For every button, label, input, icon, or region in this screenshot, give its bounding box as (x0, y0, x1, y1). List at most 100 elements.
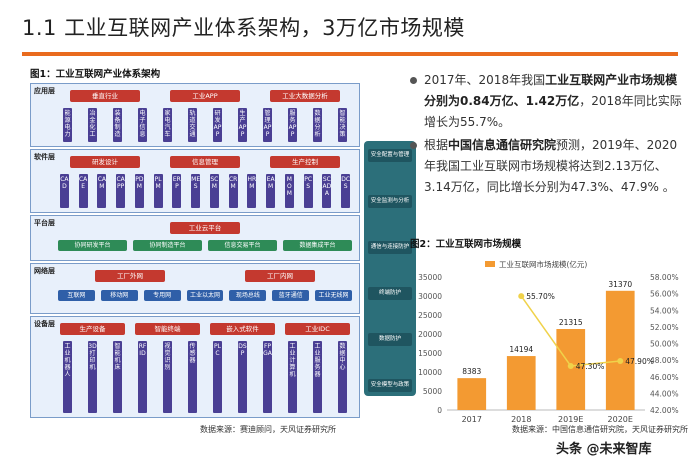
layer-item: 专用网 (143, 290, 181, 301)
group-label: 工业大数据分析 (270, 90, 340, 102)
y-tick-label: 25000 (418, 311, 442, 320)
layer-item: 工业服务器 (313, 341, 322, 413)
layer-item: 传感器 (188, 341, 197, 413)
security-item: 数据防护 (368, 333, 412, 346)
bar (457, 378, 487, 410)
y-tick-label: 35000 (418, 273, 442, 282)
y-tick-label: 30000 (418, 292, 442, 301)
y2-tick-label: 54.00% (650, 306, 679, 315)
layer-name: 平台层 (34, 219, 55, 227)
layer-name: 软件层 (34, 153, 55, 161)
y2-tick-label: 56.00% (650, 290, 679, 299)
group-label: 生产设备 (60, 323, 125, 335)
growth-point (567, 362, 574, 369)
layer-item: 生产APP (238, 108, 247, 142)
layer-item: 工业以太网 (186, 290, 224, 301)
y-tick-label: 5000 (423, 387, 442, 396)
bar-value-label: 8383 (462, 367, 481, 376)
group-label: 信息管理 (170, 156, 240, 168)
y2-tick-label: 52.00% (650, 323, 679, 332)
layer-item: 智能决策 (338, 108, 347, 142)
layer-item: 装备制造 (113, 108, 122, 142)
growth-label: 47.30% (576, 362, 605, 371)
group-label: 工业云平台 (170, 222, 240, 234)
layer-item: CAD (59, 174, 69, 208)
layer-item: RFID (138, 341, 147, 413)
layer-item: 现场总线 (229, 290, 267, 301)
layer-0: 应用层 垂直行业 工业APP 工业大数据分析 能源电力 冶金化工 装备制造 电子信息 家电汽车 轨… (30, 83, 360, 147)
layer-item: PLC (213, 341, 222, 413)
layer-item: 数据集成平台 (283, 240, 352, 251)
group-label: 工厂内网 (245, 270, 315, 282)
security-item: 安全配置与管理 (368, 149, 412, 162)
bullet-list: 2017年、2018年我国工业互联网产业市场规模分别为0.84万亿、1.42万亿… (410, 70, 685, 200)
layer-item: SCM (209, 174, 219, 208)
layer-item: MES (191, 174, 201, 208)
bullet-1: 2017年、2018年我国工业互联网产业市场规模分别为0.84万亿、1.42万亿… (410, 70, 685, 133)
legend-swatch (485, 261, 495, 267)
layer-item: 家电汽车 (163, 108, 172, 142)
watermark: 头条 @未来智库 (556, 442, 652, 457)
growth-label: 55.70% (526, 292, 555, 301)
legend-label: 工业互联网市场规模(亿元) (499, 259, 587, 269)
bar (556, 329, 586, 410)
layer-name: 应用层 (34, 87, 55, 95)
layer-item: 数据分析 (313, 108, 322, 142)
layer-item: EAM (266, 174, 276, 208)
layer-3: 网络层 工厂外网 工厂内网 互联网 移动网 专用网 工业以太网 现场总线 蓝牙通信 工业无线网 (30, 263, 360, 314)
layer-item: 蓝牙通信 (272, 290, 310, 301)
layer-2: 平台层 工业云平台协同研发平台 协同制造平台 信息交易平台 数据集成平台 (30, 215, 360, 261)
layer-item: 信息交易平台 (208, 240, 277, 251)
title-underline (22, 52, 678, 56)
y2-tick-label: 44.00% (650, 389, 679, 398)
layer-item: 冶金化工 (88, 108, 97, 142)
security-title: 安全体系 (377, 438, 403, 446)
market-size-chart: 0 5000 10000 15000 20000 25000 30000 35000 42.00… (418, 259, 679, 424)
layer-item: 数据中心 (338, 341, 347, 413)
group-label: 嵌入式软件 (210, 323, 275, 335)
y2-tick-label: 50.00% (650, 340, 679, 349)
group-label: 研发设计 (70, 156, 140, 168)
layer-item: PCS (303, 174, 313, 208)
layer-item: 互联网 (58, 290, 95, 301)
y-tick-label: 10000 (418, 368, 442, 377)
y-tick-label: 20000 (418, 330, 442, 339)
fig2-label: 图2：工业互联网市场规模 (410, 239, 522, 250)
layer-item: 协同研发平台 (58, 240, 127, 251)
layer-item: DSP (238, 341, 247, 413)
growth-label: 47.90% (625, 357, 654, 366)
layer-item: CRM (228, 174, 238, 208)
security-item: 安全模型与政策 (368, 379, 412, 392)
layer-item: CAE (78, 174, 88, 208)
growth-point (518, 293, 525, 300)
group-label: 生产控制 (270, 156, 340, 168)
security-item: 通信与连接防护 (368, 241, 412, 254)
layer-item: SCADA (322, 174, 332, 208)
layer-name: 网络层 (34, 267, 55, 275)
x-tick-label: 2017 (462, 415, 482, 424)
fig2-source: 数据来源：中国信息通信研究院，天风证券研究所 (512, 425, 688, 434)
y2-tick-label: 46.00% (650, 373, 679, 382)
layer-item: CAM (97, 174, 107, 208)
y2-tick-label: 58.00% (650, 273, 679, 282)
fig1-label: 图1：工业互联网产业体系架构 (30, 69, 161, 80)
layer-item: 能源电力 (63, 108, 72, 142)
security-item: 终端防护 (368, 287, 412, 300)
layer-item: 协同制造平台 (133, 240, 202, 251)
bar (605, 290, 635, 410)
layer-item: 智能机床 (113, 341, 122, 413)
layer-item: 轨道交通 (188, 108, 197, 142)
x-tick-label: 2019E (558, 415, 583, 424)
layer-1: 软件层 研发设计 信息管理 生产控制 CAD CAE CAM CAPP PDM PLM ERP MES… (30, 149, 360, 213)
layer-4: 设备层 生产设备 智能终端 嵌入式软件 工业IDC 工业机器人 3D打印机 智能机床 RFID 视… (30, 316, 360, 418)
layer-item: 3D打印机 (88, 341, 97, 413)
layer-item: 工业无线网 (315, 290, 352, 301)
layer-name: 设备层 (34, 320, 55, 328)
layer-item: 电子信息 (138, 108, 147, 142)
bar-value-label: 21315 (559, 318, 583, 327)
layer-item: CAPP (116, 174, 126, 208)
slide-title: 1.1 工业互联网产业体系架构，3万亿市场规模 (22, 16, 465, 40)
layer-item: 研发APP (213, 108, 222, 142)
architecture-diagram: 应用层 垂直行业 工业APP 工业大数据分析 能源电力 冶金化工 装备制造 电子信息 家电汽车 轨… (30, 83, 416, 446)
layer-item: 管理APP (263, 108, 272, 142)
